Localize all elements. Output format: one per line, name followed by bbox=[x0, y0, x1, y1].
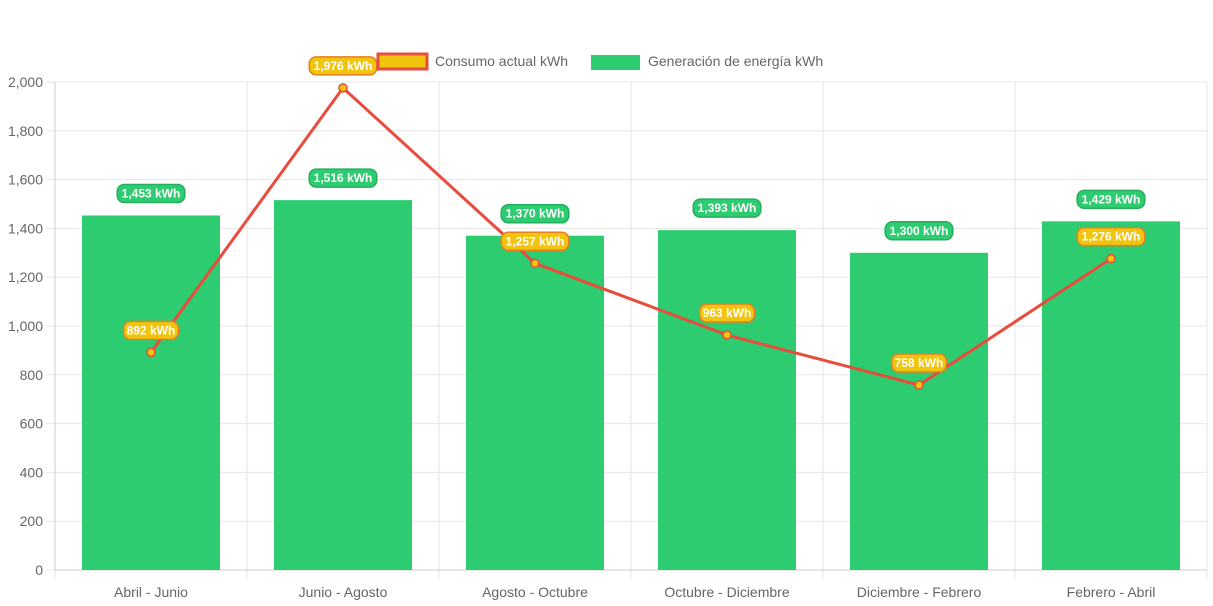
point-consumo[interactable] bbox=[146, 347, 156, 358]
point-value-label-text: 892 kWh bbox=[127, 323, 176, 337]
legend: Consumo actual kWh Generación de energía… bbox=[376, 52, 823, 71]
generation-bars bbox=[82, 200, 1180, 571]
bar-generacion[interactable] bbox=[1042, 221, 1180, 570]
y-tick-label: 800 bbox=[20, 367, 44, 383]
y-tick-label: 1,400 bbox=[8, 220, 43, 236]
consumption-point-labels: 892 kWh 1,976 kWh 1,257 kWh 963 kWh 758 kWh 1… bbox=[122, 56, 1146, 373]
bar-value-label-box bbox=[116, 183, 186, 204]
bar-value-label-box bbox=[500, 203, 570, 224]
point-value-label: 1,276 kWh bbox=[1076, 226, 1146, 247]
bar-generacion[interactable] bbox=[466, 235, 604, 570]
x-tick-label: Agosto - Octubre bbox=[482, 584, 588, 600]
point-value-label-text: 1,257 kWh bbox=[506, 234, 565, 248]
point-consumo[interactable] bbox=[1106, 253, 1116, 264]
legend-label-consumo: Consumo actual kWh bbox=[435, 53, 568, 69]
bar-value-label-text: 1,393 kWh bbox=[698, 201, 757, 215]
bar-value-label-text: 1,516 kWh bbox=[314, 171, 373, 185]
y-tick-label: 1,800 bbox=[8, 123, 43, 139]
point-value-label-box bbox=[698, 303, 756, 323]
point-consumo[interactable] bbox=[530, 258, 540, 269]
y-tick-label: 600 bbox=[20, 416, 44, 432]
bar-value-label-box bbox=[692, 198, 762, 218]
y-tick-label: 1,600 bbox=[8, 172, 43, 188]
x-tick-label: Abril - Junio bbox=[114, 584, 188, 600]
x-tick-label: Diciembre - Febrero bbox=[857, 584, 982, 600]
point-value-label: 892 kWh bbox=[122, 320, 180, 341]
bar-generacion[interactable] bbox=[658, 230, 796, 571]
point-value-label: 1,976 kWh bbox=[308, 56, 378, 76]
bar-value-label: 1,429 kWh bbox=[1076, 189, 1146, 210]
bar-value-label-text: 1,300 kWh bbox=[890, 224, 949, 238]
point-value-label-box bbox=[1076, 226, 1146, 247]
y-tick-label: 0 bbox=[35, 562, 43, 578]
bar-value-label: 1,300 kWh bbox=[884, 221, 954, 241]
point-consumo[interactable] bbox=[722, 330, 732, 340]
legend-label-generacion: Generación de energía kWh bbox=[648, 53, 823, 69]
bar-value-label-text: 1,429 kWh bbox=[1082, 192, 1141, 206]
bar-value-label: 1,370 kWh bbox=[500, 203, 570, 224]
y-tick-label: 400 bbox=[20, 464, 44, 480]
y-tick-label: 2,000 bbox=[8, 74, 43, 90]
legend-swatch-consumo bbox=[376, 52, 429, 71]
grid-lines bbox=[47, 81, 1208, 578]
bar-value-label-text: 1,453 kWh bbox=[122, 186, 181, 200]
x-tick-label: Febrero - Abril bbox=[1067, 584, 1156, 600]
bar-value-label-box bbox=[1076, 189, 1146, 210]
bar-value-label: 1,453 kWh bbox=[116, 183, 186, 204]
point-value-label: 963 kWh bbox=[698, 303, 756, 323]
line-consumo bbox=[149, 86, 1112, 387]
point-consumo[interactable] bbox=[914, 380, 924, 390]
consumption-line bbox=[146, 83, 1116, 390]
point-value-label-text: 963 kWh bbox=[703, 306, 752, 320]
y-axis-ticks: 0 200 400 600 800 1,000 1,200 1,400 1,600 1,800 2,… bbox=[8, 74, 43, 578]
x-axis-ticks: Abril - Junio Junio - Agosto Agosto - Octu… bbox=[114, 584, 1155, 600]
bar-generacion[interactable] bbox=[274, 200, 412, 570]
point-value-label-text: 1,976 kWh bbox=[314, 59, 373, 73]
y-tick-label: 1,200 bbox=[8, 269, 43, 285]
y-tick-label: 1,000 bbox=[8, 318, 43, 334]
x-tick-label: Octubre - Diciembre bbox=[664, 584, 789, 600]
bar-value-label: 1,393 kWh bbox=[692, 198, 762, 218]
legend-item-consumo[interactable]: Consumo actual kWh bbox=[376, 52, 568, 71]
bar-generacion[interactable] bbox=[82, 215, 220, 570]
point-value-label-box bbox=[500, 231, 570, 252]
x-tick-label: Junio - Agosto bbox=[299, 584, 388, 600]
legend-item-generacion[interactable]: Generación de energía kWh bbox=[591, 53, 823, 70]
bar-value-label: 1,516 kWh bbox=[308, 168, 378, 188]
point-value-label-box bbox=[890, 353, 948, 373]
point-value-label-box bbox=[122, 320, 180, 341]
generation-bar-labels: 1,453 kWh 1,516 kWh 1,370 kWh 1,393 kWh 1,30… bbox=[116, 168, 1146, 241]
bar-generacion[interactable] bbox=[850, 252, 988, 571]
bar-value-label-box bbox=[308, 168, 378, 188]
point-value-label-text: 1,276 kWh bbox=[1082, 230, 1141, 244]
point-value-label: 758 kWh bbox=[890, 353, 948, 373]
y-tick-label: 200 bbox=[20, 513, 44, 529]
bar-value-label-text: 1,370 kWh bbox=[506, 207, 565, 221]
bar-value-label-box bbox=[884, 221, 954, 241]
legend-swatch-generacion bbox=[591, 55, 640, 70]
point-value-label: 1,257 kWh bbox=[500, 231, 570, 252]
point-consumo[interactable] bbox=[338, 83, 348, 93]
point-value-label-text: 758 kWh bbox=[895, 356, 944, 370]
